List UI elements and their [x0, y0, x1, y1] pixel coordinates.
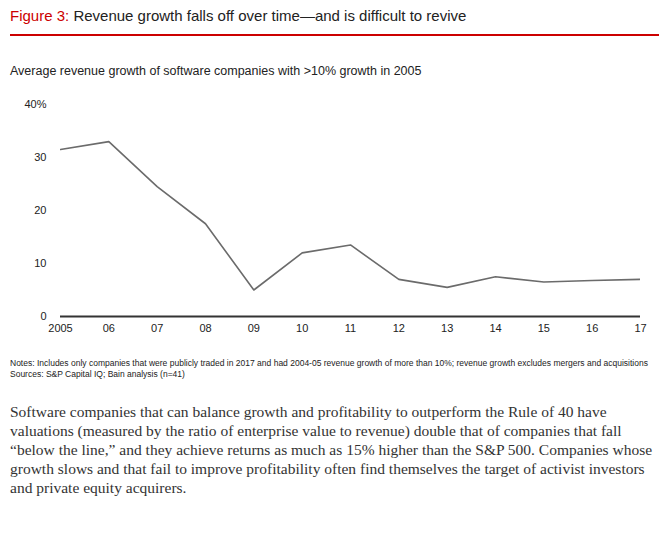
svg-text:17: 17 — [634, 322, 646, 334]
svg-text:10: 10 — [296, 322, 308, 334]
svg-text:14: 14 — [489, 322, 501, 334]
html-text:Figure 3: Revenue growth falls: Figure 3: Revenue growth falls off over … — [10, 7, 467, 24]
svg-text:0: 0 — [40, 310, 46, 322]
svg-text:30: 30 — [34, 151, 46, 163]
svg-text:07: 07 — [151, 322, 163, 334]
html-text:Sources: S&P Capital IQ; Bain: Sources: S&P Capital IQ; Bain analysis (… — [10, 369, 185, 379]
svg-text:13: 13 — [441, 322, 453, 334]
svg-text:12: 12 — [393, 322, 405, 334]
svg-text:06: 06 — [103, 322, 115, 334]
svg-text:10: 10 — [34, 257, 46, 269]
html-text:Average revenue growth of soft: Average revenue growth of software compa… — [10, 64, 422, 78]
svg-text:20: 20 — [34, 204, 46, 216]
html-text:Software companies that can ba: Software companies that can balance grow… — [10, 403, 653, 496]
svg-text:08: 08 — [199, 322, 211, 334]
svg-text:11: 11 — [345, 322, 356, 334]
svg-text:09: 09 — [248, 322, 260, 334]
svg-text:16: 16 — [586, 322, 598, 334]
svg-text:2005: 2005 — [48, 322, 72, 334]
svg-text:15: 15 — [538, 322, 550, 334]
svg-text:40%: 40% — [24, 98, 46, 110]
html-text:Notes: Includes only companies: Notes: Includes only companies that were… — [10, 358, 648, 368]
